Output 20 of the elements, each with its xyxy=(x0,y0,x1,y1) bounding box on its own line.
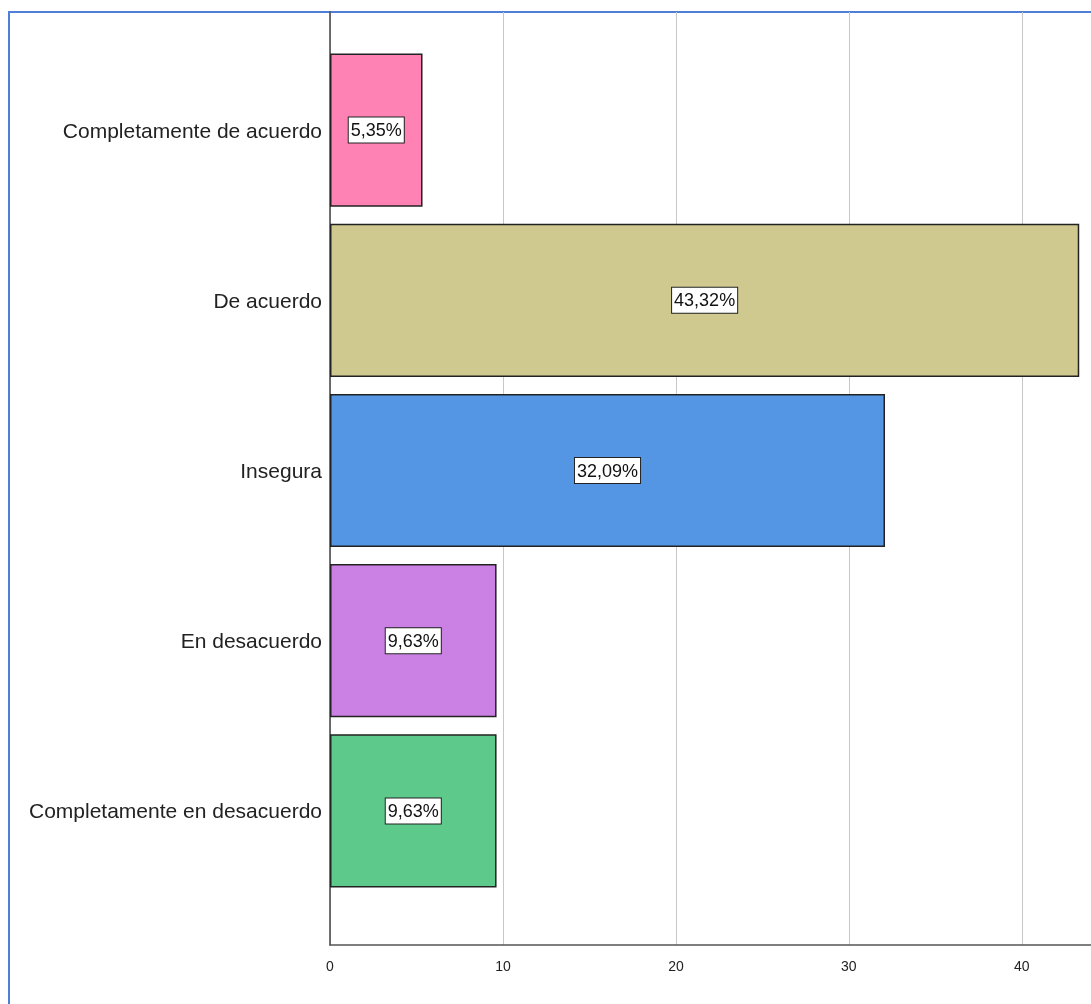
data-label: 32,09% xyxy=(576,460,639,481)
y-tick-label: Completamente en desacuerdo xyxy=(28,799,322,823)
x-tick-label: 40 xyxy=(1014,958,1030,974)
bar xyxy=(330,734,497,888)
bar xyxy=(330,223,1080,377)
y-tick-label: De acuerdo xyxy=(213,288,322,312)
y-tick-label: Completamente de acuerdo xyxy=(62,118,322,142)
data-label: 9,63% xyxy=(387,800,439,821)
data-label: 43,32% xyxy=(674,290,736,311)
data-label: 9,63% xyxy=(387,630,439,651)
x-tick-label: 0 xyxy=(326,958,335,974)
y-tick-label: En desacuerdo xyxy=(180,629,322,653)
x-tick-label: 10 xyxy=(495,958,511,974)
x-tick-label: 30 xyxy=(841,958,857,974)
bar xyxy=(330,564,497,718)
data-label: 5,35% xyxy=(350,120,402,141)
y-tick-label: Insegura xyxy=(240,459,323,482)
bar xyxy=(330,393,886,548)
bar xyxy=(330,53,423,207)
x-tick-label: 20 xyxy=(668,958,684,974)
